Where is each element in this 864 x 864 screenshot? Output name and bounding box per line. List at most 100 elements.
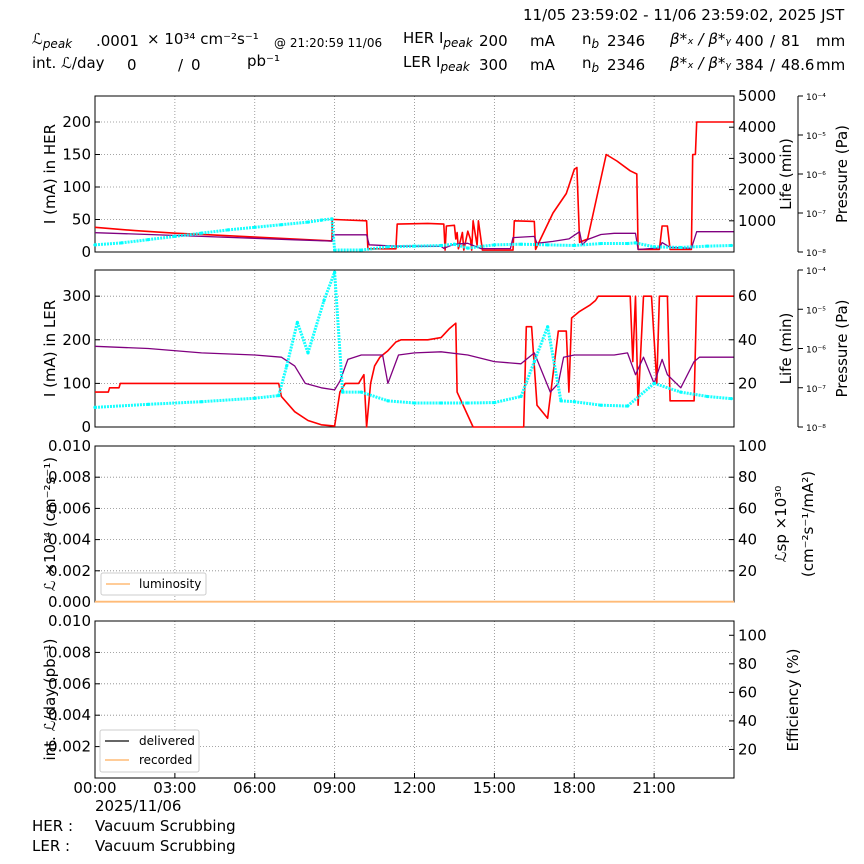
- pressure-trace: [626, 382, 656, 408]
- right-tick-label: 80: [738, 468, 757, 486]
- y-tick-label: 0.006: [48, 499, 91, 517]
- her-sub: peak: [443, 36, 473, 50]
- pressure-trace: [635, 241, 655, 249]
- pressure-tick-label: 10⁻⁶: [806, 171, 826, 181]
- y-tick-label: 0.000: [48, 593, 91, 611]
- footer-her-label: HER :: [32, 817, 74, 835]
- ler-peak-unit: mA: [530, 56, 555, 74]
- ler-peak-label: LER Ipeak: [403, 53, 470, 76]
- nb-sub: b: [591, 61, 600, 75]
- right-tick-label: 100: [738, 437, 767, 455]
- lumi-peak-label: ℒpeak: [32, 30, 72, 53]
- x-tick-label: 06:00: [233, 779, 276, 797]
- footer-date: 2025/11/06: [95, 797, 182, 815]
- ler-sub: peak: [440, 60, 470, 74]
- y-tick-label: 50: [72, 211, 91, 229]
- lumi-peak-value: .0001: [96, 32, 139, 50]
- pressure-trace: [707, 394, 732, 401]
- pressure-tick-label: 10⁻⁶: [806, 346, 826, 356]
- pressure-trace: [148, 234, 176, 242]
- her-beta-label: β*ₓ / β*ᵧ: [670, 30, 731, 48]
- her-peak-unit: mA: [530, 32, 555, 50]
- x-tick-label: 03:00: [153, 779, 196, 797]
- pressure-point: [729, 397, 733, 401]
- right-tick-label: 3000: [738, 149, 776, 167]
- panel-ler: [93, 269, 803, 428]
- right-tick-label: 40: [738, 712, 757, 730]
- y-tick-label: 300: [62, 287, 91, 305]
- pressure-tick-label: 10⁻⁷: [806, 385, 826, 395]
- int-lumi-label: int. ℒ/day: [32, 54, 105, 72]
- right-tick-label: 40: [738, 331, 757, 349]
- y-tick-label: 0.008: [48, 468, 91, 486]
- y-tick-label: 150: [62, 146, 91, 164]
- time-range: 11/05 23:59:02 - 11/06 23:59:02, 2025 JS…: [523, 6, 845, 24]
- legend-label-luminosity: luminosity: [139, 577, 201, 591]
- her-nb-label: nb: [582, 30, 599, 53]
- pressure-trace: [414, 244, 442, 248]
- panel-her: [93, 95, 803, 253]
- right-tick-label: 20: [738, 374, 757, 392]
- ler-beta-unit: mm: [816, 56, 846, 74]
- x-tick-label: 09:00: [313, 779, 356, 797]
- legend-box: [100, 572, 207, 596]
- right-axis-label: Life (min): [777, 313, 795, 385]
- pressure-trace: [680, 244, 708, 249]
- y-tick-label: 0: [81, 418, 91, 436]
- pressure-tick-label: 10⁻⁵: [806, 132, 826, 142]
- right-tick-label: 2000: [738, 181, 776, 199]
- nb-label: n: [582, 30, 592, 48]
- panel-intlumi: [94, 620, 735, 779]
- lumi-symbol: ℒ: [32, 30, 43, 48]
- her-beta-x: 400: [735, 32, 764, 50]
- pressure-trace: [520, 242, 548, 247]
- x-tick-label: 15:00: [473, 779, 516, 797]
- nb-sub: b: [591, 37, 600, 51]
- her-beta-slash: /: [770, 32, 776, 50]
- x-tick-label: 21:00: [633, 779, 676, 797]
- int-lumi-slash: /: [178, 56, 184, 74]
- footer-ler-label: LER :: [32, 837, 71, 855]
- right-axis-label: ℒsp ×10³⁰: [772, 486, 790, 563]
- ler-beta-y: 48.6: [781, 56, 815, 74]
- pressure-trace: [387, 244, 415, 249]
- right-tick-label: 60: [738, 683, 757, 701]
- pressure-trace: [307, 218, 322, 224]
- right-axis-label: Efficiency (%): [784, 649, 802, 752]
- pressure-trace: [281, 220, 309, 227]
- pressure-axis-label: Pressure (Pa): [833, 125, 851, 223]
- legend-label-delivered: delivered: [139, 734, 195, 748]
- lumi-unit: × 10³⁴ cm⁻²s⁻¹: [147, 30, 259, 48]
- ler-nb-value: 2346: [607, 56, 646, 74]
- y-tick-label: 0.002: [48, 738, 91, 756]
- footer-her-status: Vacuum Scrubbing: [95, 817, 236, 835]
- x-tick-label: 12:00: [393, 779, 436, 797]
- pressure-trace: [360, 390, 389, 403]
- right-tick-label: 4000: [738, 118, 776, 136]
- y-tick-label: 0.002: [48, 562, 91, 580]
- panel-lumi: [94, 445, 735, 603]
- pressure-tick-label: 10⁻⁵: [806, 306, 826, 316]
- pressure-tick-label: 10⁻⁴: [806, 93, 826, 103]
- ler-beta-slash: /: [770, 56, 776, 74]
- pressure-point: [729, 243, 733, 248]
- pressure-trace: [454, 242, 469, 250]
- pressure-trace: [654, 245, 681, 249]
- pressure-trace: [174, 231, 202, 238]
- y-tick-label: 0.010: [48, 612, 91, 630]
- ler-label: LER I: [403, 53, 441, 71]
- pressure-trace: [519, 361, 536, 398]
- pressure-trace: [440, 242, 455, 247]
- x-tick-label: 00:00: [73, 779, 116, 797]
- pressure-trace: [227, 225, 255, 232]
- pressure-trace: [333, 272, 345, 393]
- x-tick-label: 18:00: [553, 779, 596, 797]
- pressure-trace: [295, 321, 310, 354]
- y-tick-label: 0.004: [48, 531, 91, 549]
- her-label: HER I: [403, 29, 444, 47]
- y-tick-label: 0.004: [48, 706, 91, 724]
- y-axis-label: I (mA) in LER: [41, 300, 59, 397]
- y-tick-label: 100: [62, 374, 91, 392]
- plot-frame: [94, 269, 735, 428]
- her-peak-value: 200: [479, 32, 508, 50]
